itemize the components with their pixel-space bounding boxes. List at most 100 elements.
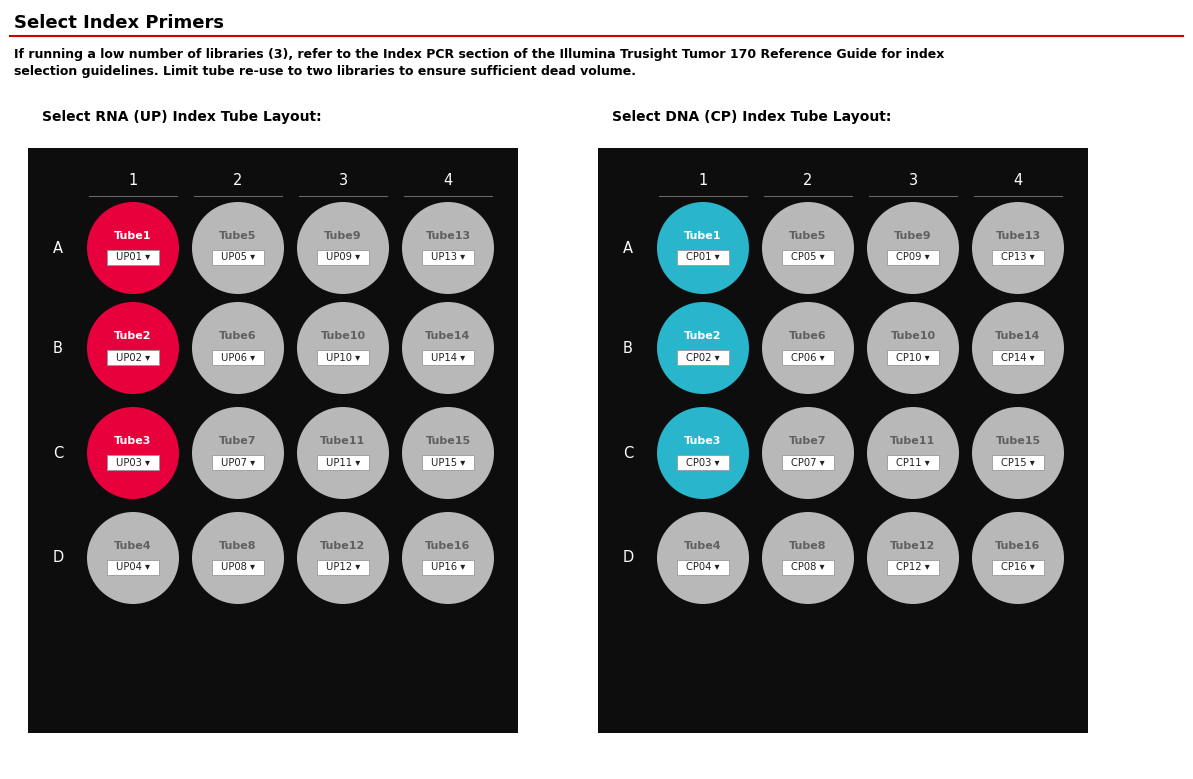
- FancyBboxPatch shape: [888, 560, 939, 575]
- Text: Select Index Primers: Select Index Primers: [14, 14, 224, 32]
- Circle shape: [762, 202, 854, 294]
- Text: Tube6: Tube6: [790, 331, 827, 341]
- Text: Tube13: Tube13: [995, 231, 1040, 241]
- Text: Select RNA (UP) Index Tube Layout:: Select RNA (UP) Index Tube Layout:: [42, 110, 322, 124]
- Circle shape: [402, 512, 494, 604]
- Text: CP10 ▾: CP10 ▾: [896, 353, 929, 362]
- Text: UP14 ▾: UP14 ▾: [431, 353, 465, 362]
- Text: Tube12: Tube12: [890, 541, 935, 551]
- Text: Tube11: Tube11: [321, 436, 365, 446]
- Circle shape: [87, 407, 179, 499]
- Text: CP06 ▾: CP06 ▾: [791, 353, 824, 362]
- Text: Tube10: Tube10: [321, 331, 365, 341]
- Text: CP02 ▾: CP02 ▾: [686, 353, 719, 362]
- FancyBboxPatch shape: [107, 560, 159, 575]
- Text: Tube15: Tube15: [426, 436, 470, 446]
- FancyBboxPatch shape: [676, 350, 729, 365]
- Text: UP13 ▾: UP13 ▾: [431, 252, 465, 263]
- Text: CP03 ▾: CP03 ▾: [686, 457, 719, 467]
- Text: UP02 ▾: UP02 ▾: [116, 353, 150, 362]
- Circle shape: [402, 302, 494, 394]
- Text: CP14 ▾: CP14 ▾: [1001, 353, 1034, 362]
- FancyBboxPatch shape: [993, 560, 1044, 575]
- Text: C: C: [623, 446, 633, 460]
- Text: If running a low number of libraries (3), refer to the Index PCR section of the : If running a low number of libraries (3)…: [14, 48, 945, 61]
- Text: UP16 ▾: UP16 ▾: [431, 562, 465, 573]
- FancyBboxPatch shape: [888, 455, 939, 470]
- Text: CP07 ▾: CP07 ▾: [791, 457, 824, 467]
- Text: CP13 ▾: CP13 ▾: [1001, 252, 1034, 263]
- Circle shape: [867, 407, 959, 499]
- FancyBboxPatch shape: [676, 560, 729, 575]
- Circle shape: [972, 407, 1064, 499]
- Circle shape: [972, 202, 1064, 294]
- Text: UP07 ▾: UP07 ▾: [221, 457, 255, 467]
- FancyBboxPatch shape: [422, 455, 474, 470]
- FancyBboxPatch shape: [781, 350, 834, 365]
- Circle shape: [972, 512, 1064, 604]
- Text: Tube8: Tube8: [790, 541, 827, 551]
- Text: 1: 1: [698, 172, 707, 188]
- Text: Tube7: Tube7: [220, 436, 256, 446]
- Circle shape: [867, 202, 959, 294]
- Circle shape: [657, 302, 749, 394]
- Text: 3: 3: [339, 172, 347, 188]
- Circle shape: [762, 407, 854, 499]
- Text: Tube5: Tube5: [220, 231, 256, 241]
- FancyBboxPatch shape: [27, 148, 518, 733]
- Circle shape: [972, 302, 1064, 394]
- Text: Tube16: Tube16: [426, 541, 471, 551]
- FancyBboxPatch shape: [212, 350, 264, 365]
- FancyBboxPatch shape: [212, 250, 264, 265]
- Text: B: B: [52, 340, 63, 355]
- Text: Tube14: Tube14: [426, 331, 471, 341]
- Text: Tube3: Tube3: [115, 436, 152, 446]
- Text: UP12 ▾: UP12 ▾: [326, 562, 360, 573]
- Text: CP09 ▾: CP09 ▾: [896, 252, 929, 263]
- Text: A: A: [52, 241, 63, 256]
- Text: UP10 ▾: UP10 ▾: [326, 353, 360, 362]
- Text: Tube14: Tube14: [995, 331, 1040, 341]
- FancyBboxPatch shape: [422, 560, 474, 575]
- Text: Tube15: Tube15: [995, 436, 1040, 446]
- Circle shape: [87, 202, 179, 294]
- Text: 2: 2: [234, 172, 242, 188]
- Circle shape: [297, 202, 389, 294]
- Text: Tube1: Tube1: [115, 231, 152, 241]
- Circle shape: [297, 407, 389, 499]
- Circle shape: [402, 202, 494, 294]
- Text: Tube9: Tube9: [895, 231, 932, 241]
- Circle shape: [867, 512, 959, 604]
- Text: Tube11: Tube11: [890, 436, 935, 446]
- FancyBboxPatch shape: [107, 455, 159, 470]
- Text: Tube13: Tube13: [426, 231, 470, 241]
- Text: 4: 4: [1013, 172, 1022, 188]
- Circle shape: [297, 302, 389, 394]
- Text: Tube2: Tube2: [115, 331, 152, 341]
- FancyBboxPatch shape: [317, 455, 369, 470]
- Text: Tube9: Tube9: [324, 231, 361, 241]
- Text: Tube12: Tube12: [321, 541, 365, 551]
- Circle shape: [402, 407, 494, 499]
- Text: Tube16: Tube16: [995, 541, 1040, 551]
- Text: UP06 ▾: UP06 ▾: [221, 353, 255, 362]
- Text: CP08 ▾: CP08 ▾: [791, 562, 824, 573]
- Text: Tube6: Tube6: [220, 331, 256, 341]
- Text: Tube4: Tube4: [115, 541, 152, 551]
- Text: 2: 2: [803, 172, 812, 188]
- Text: D: D: [52, 551, 63, 566]
- FancyBboxPatch shape: [107, 250, 159, 265]
- FancyBboxPatch shape: [781, 560, 834, 575]
- FancyBboxPatch shape: [781, 250, 834, 265]
- Circle shape: [657, 407, 749, 499]
- Circle shape: [867, 302, 959, 394]
- FancyBboxPatch shape: [317, 350, 369, 365]
- FancyBboxPatch shape: [317, 250, 369, 265]
- Text: UP11 ▾: UP11 ▾: [326, 457, 360, 467]
- Text: UP09 ▾: UP09 ▾: [326, 252, 360, 263]
- Circle shape: [762, 512, 854, 604]
- FancyBboxPatch shape: [422, 350, 474, 365]
- Text: UP03 ▾: UP03 ▾: [116, 457, 150, 467]
- Circle shape: [192, 407, 284, 499]
- Text: CP16 ▾: CP16 ▾: [1001, 562, 1034, 573]
